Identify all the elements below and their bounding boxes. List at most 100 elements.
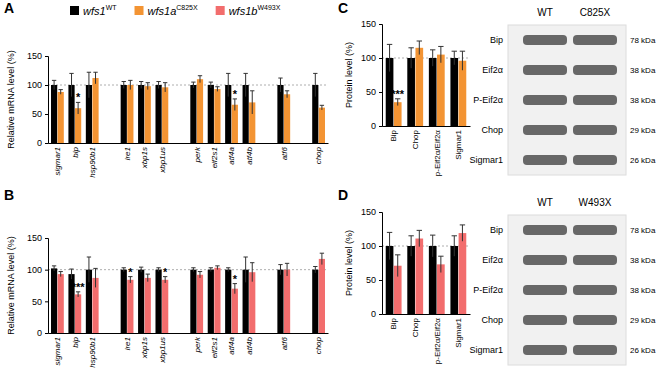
y-axis: 050100150 xyxy=(27,51,49,148)
bar xyxy=(121,270,127,333)
error-bar-stem xyxy=(454,51,455,65)
error-bar-cap xyxy=(128,80,132,81)
plot-area xyxy=(48,253,328,333)
legend-item: wfs1aC825X xyxy=(135,4,198,17)
x-tick: xbp1us xyxy=(158,143,167,174)
x-axis: BipChopp-Eif2α/Eif2αSigmar1 xyxy=(383,314,471,364)
y-tick-mark xyxy=(379,92,382,93)
error-bar-stem xyxy=(95,268,96,287)
bar xyxy=(208,85,214,143)
error-bar-stem xyxy=(60,90,61,95)
bar xyxy=(51,268,57,333)
error-bar xyxy=(278,265,282,275)
x-tick-label: atf6 xyxy=(280,146,289,160)
x-tick-label: Sigmar1 xyxy=(454,129,463,159)
error-bar-cap xyxy=(93,268,97,269)
legend-item: wfs1bW493X xyxy=(216,4,281,17)
error-bar xyxy=(122,268,126,272)
x-tick-label: hsp90b1 xyxy=(88,147,97,178)
y-tick-mark xyxy=(45,270,48,271)
blot-band xyxy=(523,95,567,105)
x-tick-label: Bip xyxy=(389,129,398,141)
significance-label: * xyxy=(233,88,238,100)
error-bar-cap xyxy=(146,82,150,83)
error-bar-cap xyxy=(122,81,126,82)
x-tick: Bip xyxy=(389,314,398,330)
panel: B******050100150Relative mRNA level (%)s… xyxy=(4,187,329,368)
lane-label: WT xyxy=(537,7,553,18)
error-bar-cap xyxy=(215,86,219,87)
error-bar xyxy=(87,72,91,98)
error-bar-stem xyxy=(454,236,455,256)
lane-label: WT xyxy=(537,197,553,208)
error-bar-cap xyxy=(408,235,413,236)
y-tick-mark xyxy=(45,143,48,144)
blot-row-label: Sigmar1 xyxy=(469,155,503,165)
blot-band xyxy=(573,315,617,325)
x-tick-label: Sigmar1 xyxy=(454,317,463,347)
x-tick: atf4b xyxy=(245,333,254,355)
x-tick: xbp1s xyxy=(140,143,149,169)
error-bar-stem xyxy=(440,46,441,62)
error-bar-cap xyxy=(430,235,435,236)
error-bar-cap xyxy=(438,256,443,257)
figure-root: A**050100150Relative mRNA level (%)sigma… xyxy=(0,0,666,383)
error-bar-stem xyxy=(88,72,89,98)
error-bar-stem xyxy=(462,51,463,70)
x-tick-label: p-Eif2α/Eif2α xyxy=(433,318,442,365)
bar xyxy=(162,87,168,143)
x-tick: atf4b xyxy=(245,143,254,165)
y-tick-label: 0 xyxy=(37,138,42,148)
bar xyxy=(450,58,458,126)
error-bar-stem xyxy=(54,266,55,271)
error-bar xyxy=(156,268,160,272)
error-bar-cap xyxy=(87,72,91,73)
x-tick: chop xyxy=(314,333,323,354)
error-bar-cap xyxy=(69,73,73,74)
error-bar xyxy=(156,82,160,89)
blot-band xyxy=(523,155,567,165)
error-bar-stem xyxy=(389,232,390,259)
y-tick-label: 50 xyxy=(366,87,376,97)
error-bar-stem xyxy=(287,263,288,276)
y-tick: 50 xyxy=(32,297,48,307)
error-bar-cap xyxy=(191,82,195,83)
error-bar xyxy=(408,236,413,256)
blot-size-label: 38 kDa xyxy=(630,286,656,295)
y-tick-label: 50 xyxy=(32,109,42,119)
error-bar-stem xyxy=(71,73,72,96)
error-bar-stem xyxy=(411,236,412,256)
error-bar xyxy=(215,266,219,270)
bar xyxy=(162,280,168,333)
x-tick-label: bip xyxy=(71,336,80,347)
blot-band xyxy=(523,285,567,295)
x-tick: p-Eif2α/Eif2α xyxy=(433,314,442,364)
error-bar-cap xyxy=(146,274,150,275)
y-tick-label: 150 xyxy=(361,207,376,217)
blot: WTW493XBip78 kDaEif2α38 kDaP-Eif2α38 kDa… xyxy=(469,197,655,365)
x-tick: eif2s1 xyxy=(210,333,219,358)
error-bar-stem xyxy=(95,72,96,84)
blot-row-label: Eif2α xyxy=(482,65,503,75)
bar xyxy=(459,61,467,126)
error-bar xyxy=(233,99,237,111)
x-tick: Chop xyxy=(411,126,420,149)
error-bar-stem xyxy=(397,255,398,277)
error-bar-cap xyxy=(285,263,289,264)
y-tick-mark xyxy=(45,56,48,57)
error-bar-cap xyxy=(417,41,422,42)
error-bar-cap xyxy=(320,105,324,106)
plot-area xyxy=(48,72,328,143)
error-bar xyxy=(278,78,282,92)
x-tick-label: chop xyxy=(314,336,323,354)
blot: WTC825XBip78 kDaEif2α38 kDaP-Eif2α38 kDa… xyxy=(469,7,655,175)
blot-band xyxy=(573,285,617,295)
error-bar-stem xyxy=(54,80,55,89)
error-bar-cap xyxy=(69,269,73,270)
error-bar-stem xyxy=(158,82,159,89)
blot-membrane xyxy=(508,215,626,365)
x-tick: chop xyxy=(314,143,323,164)
bar xyxy=(429,58,437,126)
x-tick-label: xbp1us xyxy=(158,147,167,174)
panel-letter: B xyxy=(4,187,14,203)
